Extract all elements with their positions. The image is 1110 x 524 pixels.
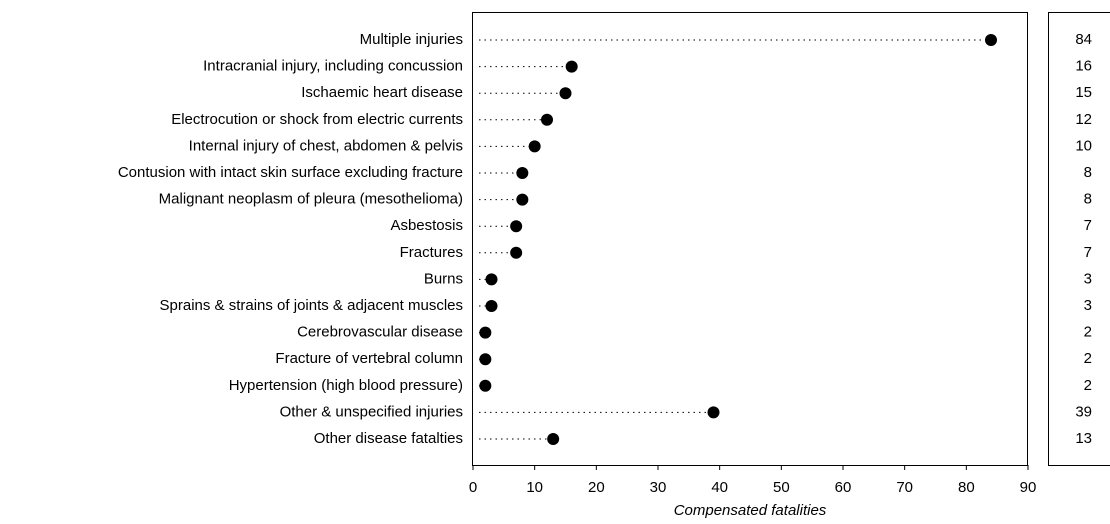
category-label: Malignant neoplasm of pleura (mesothelio… (159, 191, 463, 208)
category-label: Fractures (400, 244, 463, 261)
value-label: 13 (1075, 430, 1092, 447)
x-tick-label: 0 (469, 479, 477, 496)
category-label: Asbestosis (390, 217, 463, 234)
value-label: 8 (1084, 164, 1092, 181)
dot (479, 353, 492, 366)
value-label: 12 (1075, 111, 1092, 128)
dot (985, 34, 997, 46)
dot (565, 60, 578, 73)
dot (510, 220, 523, 233)
x-tick-label: 90 (1020, 479, 1037, 496)
value-label: 8 (1084, 191, 1092, 208)
x-tick-label: 70 (896, 479, 913, 496)
x-axis-label: Compensated fatalities (674, 502, 827, 519)
value-label: 39 (1075, 403, 1092, 420)
x-tick-label: 40 (711, 479, 728, 496)
value-label: 3 (1084, 270, 1092, 287)
dot (707, 406, 720, 419)
category-label: Electrocution or shock from electric cur… (171, 111, 463, 128)
category-label: Burns (424, 270, 463, 287)
dot (479, 326, 492, 339)
value-label: 3 (1084, 297, 1092, 314)
value-label: 10 (1075, 137, 1092, 154)
category-label: Contusion with intact skin surface exclu… (118, 164, 463, 181)
category-label: Sprains & strains of joints & adjacent m… (160, 297, 463, 314)
x-tick-label: 30 (650, 479, 667, 496)
value-label: 16 (1075, 58, 1092, 75)
value-label: 7 (1084, 217, 1092, 234)
category-label: Hypertension (high blood pressure) (229, 377, 463, 394)
dot (479, 379, 492, 392)
category-label: Multiple injuries (360, 31, 463, 48)
value-label: 2 (1084, 350, 1092, 367)
x-tick-label: 50 (773, 479, 790, 496)
plot-frame (472, 12, 1028, 466)
category-label: Cerebrovascular disease (297, 324, 463, 341)
category-label: Other disease fatalties (314, 430, 463, 447)
value-label: 2 (1084, 324, 1092, 341)
dot (547, 433, 560, 445)
dot (485, 300, 498, 312)
value-label: 15 (1075, 84, 1092, 101)
category-label: Internal injury of chest, abdomen & pelv… (189, 137, 463, 154)
dot (559, 87, 572, 100)
category-label: Ischaemic heart disease (301, 84, 463, 101)
value-box (1048, 12, 1110, 466)
value-label: 84 (1075, 31, 1092, 48)
x-tick-label: 60 (835, 479, 852, 496)
dot (528, 140, 541, 153)
dot (516, 193, 529, 206)
dot (510, 246, 523, 259)
x-tick-label: 80 (958, 479, 975, 496)
value-label: 7 (1084, 244, 1092, 261)
category-label: Fracture of vertebral column (275, 350, 463, 367)
dot (516, 167, 529, 179)
x-tick-label: 20 (588, 479, 605, 496)
category-label: Other & unspecified injuries (280, 403, 463, 420)
x-tick-label: 10 (526, 479, 543, 496)
dot (541, 113, 553, 126)
dot (485, 273, 498, 286)
value-label: 2 (1084, 377, 1092, 394)
category-label: Intracranial injury, including concussio… (203, 58, 463, 75)
